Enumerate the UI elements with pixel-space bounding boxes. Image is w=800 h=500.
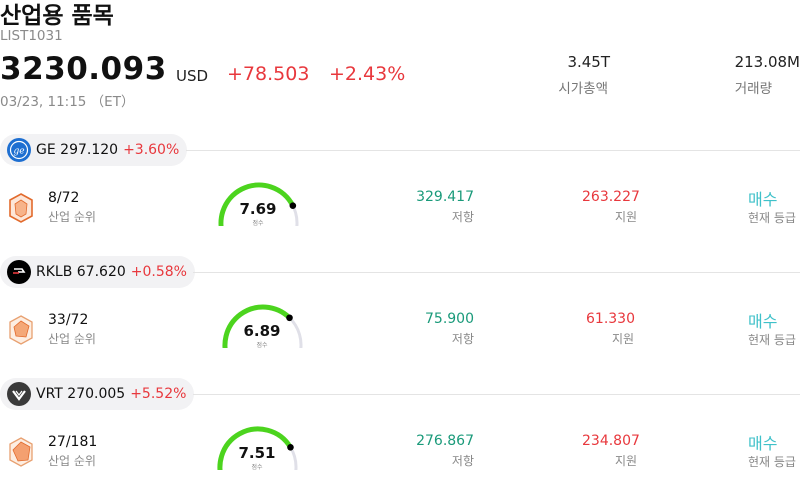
stock-chip[interactable]: RKLB 67.620 +0.58% — [0, 256, 195, 288]
stock-ticker: GE — [36, 142, 56, 158]
industry-rank-label: 산업 순위 — [48, 332, 96, 346]
score-label: 점수 — [251, 464, 263, 471]
score-value: 6.89 — [243, 322, 281, 340]
hexagon-rank-icon — [9, 437, 33, 467]
gauge-marker — [287, 443, 294, 451]
stock-row[interactable]: RKLB 67.620 +0.58% 33/72 산업 순위 6.89 점수 7… — [0, 256, 800, 378]
price-change-percent: +2.43% — [329, 63, 406, 85]
price-change: +78.503 — [227, 63, 310, 85]
rocket-lab-logo-icon — [7, 260, 31, 284]
industry-rank-label: 산업 순위 — [48, 454, 96, 468]
rating-label: 현재 등급 — [748, 455, 796, 469]
support-value: 61.330 — [586, 311, 635, 327]
gauge-fill — [222, 304, 293, 348]
stock-change-percent: +5.52% — [130, 386, 187, 402]
support-label: 지원 — [615, 210, 638, 224]
stock-row[interactable]: VRT 270.005 +5.52% 27/181 산업 순위 7.51 점수 … — [0, 378, 800, 500]
score-gauge — [217, 426, 298, 470]
stock-change-percent: +0.58% — [130, 264, 187, 280]
rating-label: 현재 등급 — [748, 333, 796, 347]
gauge-marker — [289, 202, 297, 210]
stock-price: 297.120 — [60, 142, 119, 158]
vertiv-logo-icon — [7, 382, 31, 406]
stock-ticker: VRT — [36, 386, 63, 402]
resistance-label: 저항 — [451, 332, 474, 346]
stock-change-percent: +3.60% — [123, 142, 180, 158]
resistance-value: 329.417 — [416, 189, 474, 205]
resistance-label: 저항 — [451, 210, 474, 224]
stock-ticker: RKLB — [36, 264, 73, 280]
volume-value: 213.08M — [734, 53, 800, 71]
rating-signal[interactable]: 매수 — [748, 312, 778, 331]
row-divider — [186, 150, 800, 151]
industry-rank-value: 27/181 — [48, 434, 98, 450]
market-cap-label: 시가총액 — [558, 81, 608, 97]
resistance-label: 저항 — [451, 454, 474, 468]
market-cap-value: 3.45T — [567, 53, 610, 71]
score-value: 7.69 — [239, 200, 277, 218]
timestamp: 03/23, 11:15 （ET） — [0, 94, 135, 110]
resistance-value: 276.867 — [416, 433, 474, 449]
gauge-marker — [286, 314, 293, 322]
volume-label: 거래량 — [734, 81, 772, 97]
gauge-fill — [218, 182, 296, 226]
index-price: 3230.093 — [0, 51, 167, 87]
hexagon-rank-icon — [9, 315, 33, 345]
resistance-value: 75.900 — [425, 311, 474, 327]
score-value: 7.51 — [238, 444, 276, 462]
stock-chip[interactable]: VRT 270.005 +5.52% — [0, 378, 195, 410]
rating-signal[interactable]: 매수 — [748, 190, 778, 209]
ge-logo-icon: ge — [7, 138, 31, 162]
industry-rank-value: 33/72 — [48, 312, 89, 328]
stock-price: 270.005 — [67, 386, 126, 402]
support-value: 234.807 — [582, 433, 640, 449]
rating-label: 현재 등급 — [748, 211, 796, 225]
score-label: 점수 — [252, 220, 264, 227]
svg-text:ge: ge — [13, 147, 24, 157]
row-divider — [193, 272, 800, 273]
support-label: 지원 — [612, 332, 635, 346]
stock-chip[interactable]: ge GE 297.120 +3.60% — [0, 134, 188, 166]
score-gauge — [222, 304, 303, 348]
score-label: 점수 — [256, 342, 268, 349]
hexagon-rank-icon — [9, 193, 33, 223]
score-gauge — [218, 182, 299, 226]
stock-row[interactable]: ge GE 297.120 +3.60% 8/72 산업 순위 7.69 점수 … — [0, 134, 800, 256]
rating-signal[interactable]: 매수 — [748, 434, 778, 453]
list-code: LIST1031 — [0, 28, 63, 44]
gauge-fill — [217, 426, 293, 470]
row-divider — [193, 394, 800, 395]
industry-rank-label: 산업 순위 — [48, 210, 96, 224]
page-title: 산업용 품목 — [0, 3, 114, 29]
stock-price: 67.620 — [76, 264, 126, 280]
currency-label: USD — [176, 67, 209, 85]
industry-rank-value: 8/72 — [48, 190, 80, 206]
support-value: 263.227 — [582, 189, 640, 205]
support-label: 지원 — [615, 454, 638, 468]
